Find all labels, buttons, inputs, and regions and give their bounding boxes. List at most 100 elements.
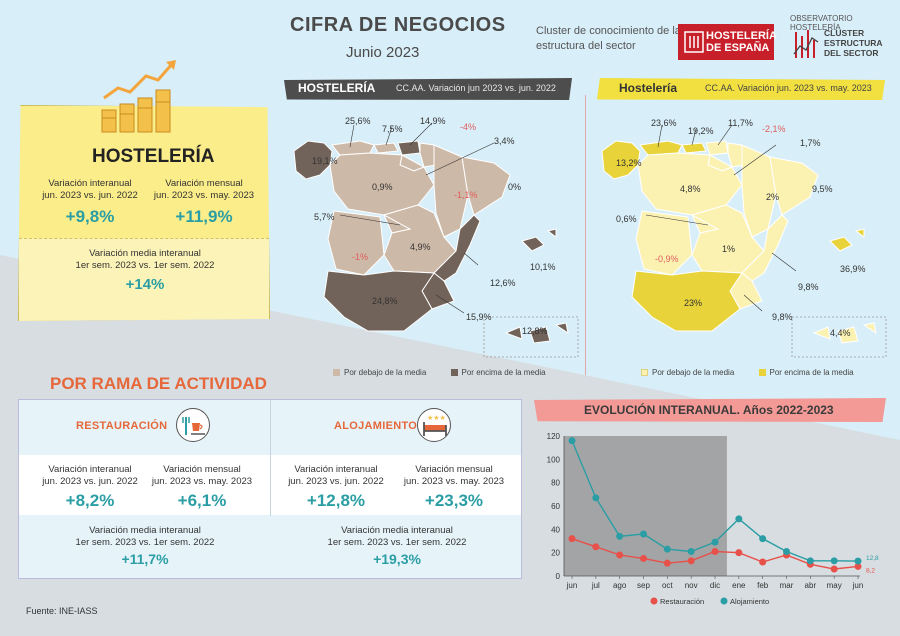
legend-label-restauracion: Restauración — [660, 597, 704, 606]
legend-below-item: Por debajo de la media — [333, 368, 426, 377]
series-point — [592, 494, 600, 502]
x-tick-label: ene — [732, 581, 746, 590]
series-point — [854, 562, 862, 570]
rest-media-value: +11,7% — [121, 551, 169, 567]
map2-label-castilla-mancha: 1% — [722, 244, 736, 254]
x-tick-label: mar — [780, 581, 794, 590]
rest-media-label: Variación media interanual 1er sem. 2023… — [75, 525, 215, 548]
region-asturias — [331, 140, 375, 156]
series-point — [640, 555, 647, 562]
observatorio-logo-text: CLUSTER ESTRUCTURA DEL SECTOR — [824, 28, 883, 58]
map-mensual-header: Hostelería CC.AA. Variación jun. 2023 vs… — [597, 78, 885, 100]
rest-mensual-value: +6,1% — [177, 491, 227, 510]
series-point — [806, 557, 814, 565]
map2-label-andalucia: 23% — [684, 298, 703, 308]
hosteleria-logo-text: HOSTELERÍA DE ESPAÑA — [706, 30, 777, 54]
map1-label-madrid: 5,7% — [314, 212, 335, 222]
map2-label-pais-vasco: 11,7% — [728, 118, 753, 128]
region-pais-vasco — [397, 140, 421, 156]
map-mensual-legend: Por debajo de la media Por encima de la … — [641, 368, 876, 377]
series-point — [711, 548, 719, 555]
summary-mensual-value: +11,9% — [175, 207, 233, 226]
map2-label-valencia: 9,8% — [798, 282, 819, 292]
region-extremadura — [327, 210, 385, 276]
evolution-title: EVOLUCIÓN INTERANUAL. Años 2022-2023 — [584, 403, 834, 417]
hosteleria-logo-icon — [684, 31, 704, 53]
map2-label-madrid: 0,6% — [616, 214, 637, 224]
x-tick-label: nov — [685, 581, 698, 590]
rama-divider — [270, 400, 271, 516]
map-interanual-header-main: HOSTELERÍA — [298, 81, 376, 95]
legend-above-item: Por encima de la media — [450, 368, 546, 377]
alojamiento-title: ALOJAMIENTO — [334, 420, 418, 432]
y-tick-label: 0 — [556, 572, 561, 581]
series-point — [568, 437, 576, 445]
map2-label-cantabria: 19,2% — [688, 126, 714, 136]
evolution-header: EVOLUCIÓN INTERANUAL. Años 2022-2023 — [534, 398, 886, 422]
y-tick-label: 60 — [551, 502, 560, 511]
map2-label-rioja: 1,7% — [800, 138, 821, 148]
map-interanual-legend: Por debajo de la media Por encima de la … — [333, 368, 568, 377]
series-point — [616, 551, 624, 559]
restauracion-title: RESTAURACIÓN — [76, 420, 168, 432]
map1-label-castilla-mancha: 4,9% — [410, 242, 431, 252]
series-point — [711, 538, 719, 546]
map1-label-cantabria: 7,5% — [382, 124, 403, 134]
summary-interanual-value: +9,8% — [65, 207, 115, 226]
map1-label-rioja: 3,4% — [494, 136, 515, 146]
observatorio-logo: CLUSTER ESTRUCTURA DEL SECTOR — [792, 26, 882, 64]
summary-media-label: Variación media interanual 1er sem. 2023… — [75, 248, 215, 271]
aloj-mensual-label: Variación mensual jun. 2023 vs. may. 202… — [403, 464, 505, 487]
series-point — [687, 557, 695, 565]
map-interanual-header-sub: CC.AA. Variación jun 2023 vs. jun. 2022 — [396, 83, 556, 93]
aloj-media-label: Variación media interanual 1er sem. 2023… — [327, 525, 467, 548]
aloj-mensual-value: +23,3% — [424, 491, 484, 510]
region-valencia — [433, 214, 481, 282]
map2-label-extremadura: -0,9% — [655, 254, 679, 264]
region-castilla-leon — [329, 152, 435, 216]
maps-divider — [585, 95, 586, 375]
map1-label-canarias: 12,8% — [522, 326, 548, 336]
y-tick-label: 100 — [547, 455, 561, 464]
series-point — [759, 558, 767, 566]
map2-label-baleares: 36,9% — [840, 264, 866, 274]
page-subtitle: Junio 2023 — [346, 44, 420, 61]
map1-label-baleares: 10,1% — [530, 262, 556, 272]
map1-label-asturias: 25,6% — [345, 116, 371, 126]
aloj-interanual-label: Variación interanual jun. 2023 vs. jun. … — [288, 464, 384, 487]
x-tick-label: jun — [566, 581, 578, 590]
legend-label-alojamiento: Alojamiento — [730, 597, 769, 606]
summary-interanual-label: Variación interanual jun. 2023 vs. jun. … — [42, 178, 138, 201]
series-point — [616, 532, 624, 540]
region-cataluna — [461, 156, 511, 216]
map1-label-extremadura: -1% — [352, 252, 369, 262]
x-tick-label: oct — [662, 581, 673, 590]
x-tick-label: jul — [591, 581, 600, 590]
map2-label-aragon: 2% — [766, 192, 780, 202]
summary-band — [19, 238, 269, 321]
aloj-interanual-value: +12,8% — [306, 491, 366, 510]
map1-label-pais-vasco: 14,9% — [420, 116, 446, 126]
shaded-period — [564, 436, 727, 576]
observatorio-logo-icon — [793, 30, 819, 58]
y-tick-label: 120 — [547, 432, 561, 441]
map2-label-canarias: 4,4% — [830, 328, 851, 338]
series-point — [663, 559, 671, 567]
series-point — [640, 530, 647, 538]
series-point — [735, 549, 743, 557]
x-tick-label: sep — [637, 581, 650, 590]
series-point — [568, 535, 576, 543]
rest-interanual-value: +8,2% — [65, 491, 115, 510]
region-canarias — [504, 322, 569, 344]
summary-card — [18, 105, 270, 321]
restaurant-icon — [176, 408, 210, 442]
map-interanual-header: HOSTELERÍA CC.AA. Variación jun 2023 vs.… — [284, 78, 572, 100]
coins-growth-icon — [101, 60, 176, 133]
map1-label-castilla-leon: 0,9% — [372, 182, 393, 192]
map1-label-murcia: 15,9% — [466, 312, 492, 322]
rest-mensual-label: Variación mensual jun. 2023 vs. may. 202… — [151, 464, 253, 487]
x-tick-label: jun — [852, 581, 864, 590]
series-point — [687, 548, 695, 555]
end-label-restauracion: 8,2 — [866, 567, 875, 574]
map1-label-cataluna: 0% — [508, 182, 522, 192]
